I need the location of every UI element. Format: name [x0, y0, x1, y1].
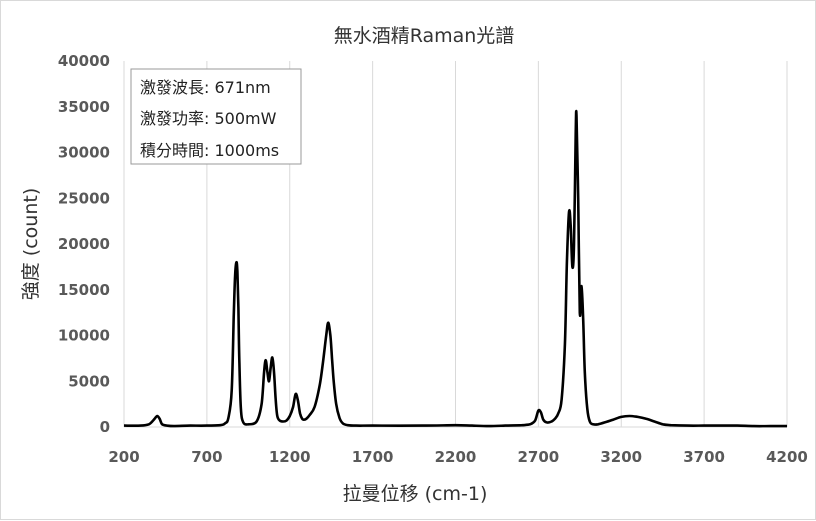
- annotation-box: 激發波長: 671nm 激發功率: 500mW 積分時間: 1000ms: [130, 68, 302, 165]
- x-tick-labels: 200 700 1200 1700 2200 2700 3200 3700 4200: [108, 448, 808, 466]
- x-tick-label: 2700: [518, 448, 560, 466]
- annotation-integration-time: 積分時間: 1000ms: [140, 141, 279, 160]
- x-tick-label: 2200: [435, 448, 477, 466]
- x-axis-label: 拉曼位移 (cm-1): [343, 483, 488, 505]
- spectrum-line: [123, 109, 787, 428]
- y-tick-label: 25000: [58, 189, 110, 207]
- y-tick-label: 5000: [68, 372, 110, 390]
- y-axis-label: 強度 (count): [20, 188, 42, 300]
- x-tick-label: 4200: [766, 448, 808, 466]
- x-tick-label: 1700: [352, 448, 394, 466]
- x-tick-label: 200: [108, 448, 139, 466]
- y-tick-label: 30000: [58, 144, 110, 162]
- y-tick-label: 10000: [58, 327, 110, 345]
- x-tick-label: 3200: [600, 448, 642, 466]
- y-tick-label: 20000: [58, 235, 110, 253]
- chart-title: 無水酒精Raman光譜: [334, 25, 515, 47]
- x-tick-label: 3700: [683, 448, 725, 466]
- y-tick-label: 40000: [58, 52, 110, 70]
- annotation-frame: [130, 68, 302, 165]
- x-tick-label: 1200: [269, 448, 311, 466]
- y-tick-label: 35000: [58, 98, 110, 116]
- y-tick-label: 0: [100, 418, 110, 436]
- annotation-wavelength: 激發波長: 671nm: [140, 78, 271, 97]
- annotation-power: 激發功率: 500mW: [140, 109, 277, 128]
- y-tick-labels: 0 5000 10000 15000 20000 25000 30000 35000 40000: [58, 52, 110, 436]
- y-tick-label: 15000: [58, 281, 110, 299]
- x-tick-label: 700: [191, 448, 222, 466]
